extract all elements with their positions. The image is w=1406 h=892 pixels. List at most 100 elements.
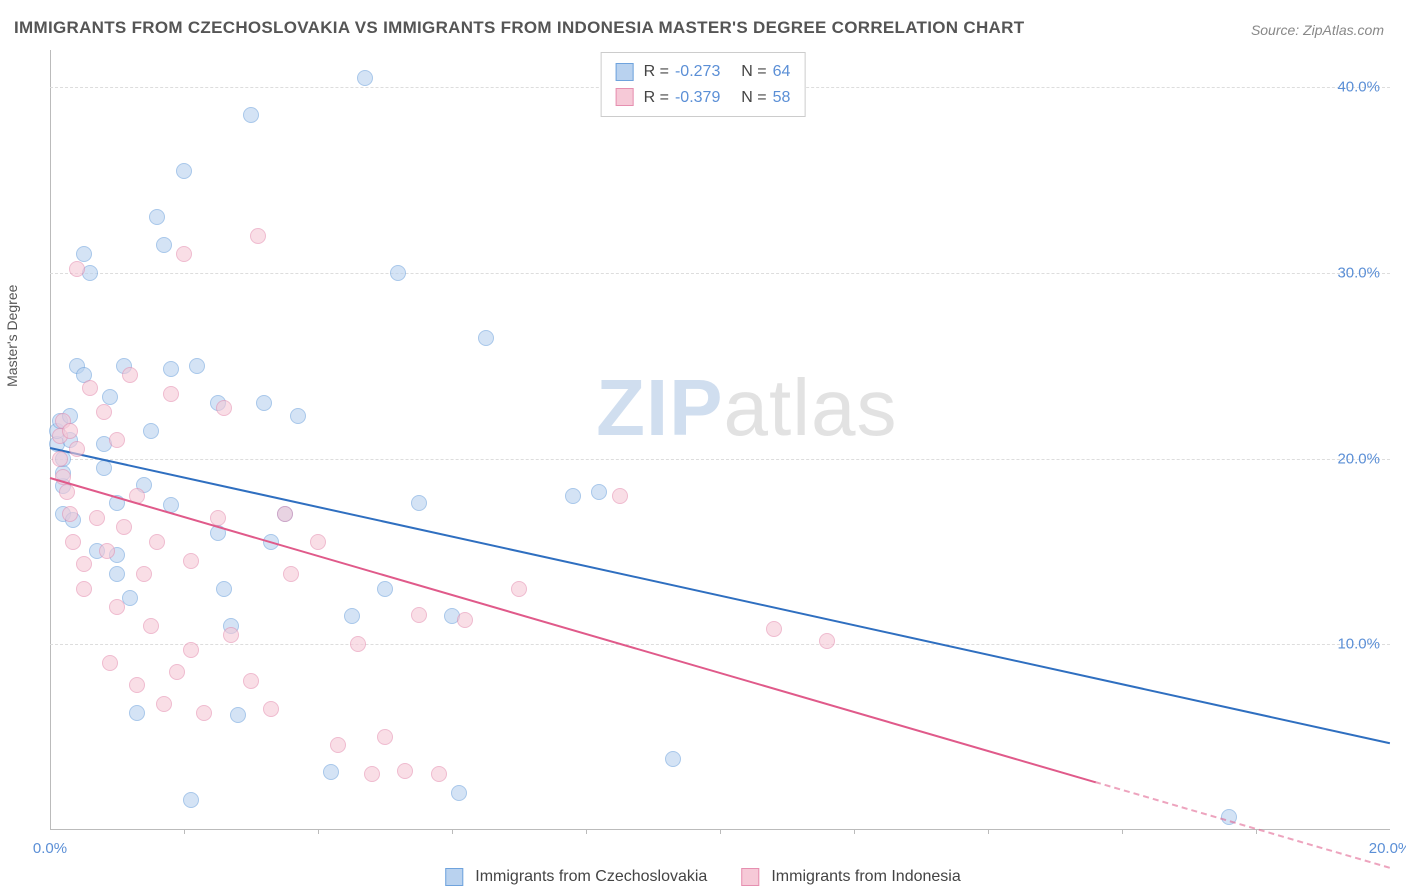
trendline-id (50, 477, 1096, 783)
swatch-cz (445, 868, 463, 886)
scatter-point-id (69, 441, 85, 457)
scatter-point-id (411, 607, 427, 623)
scatter-point-cz (565, 488, 581, 504)
x-tick-label: 0.0% (33, 840, 67, 857)
scatter-point-id (350, 636, 366, 652)
scatter-point-cz (183, 792, 199, 808)
scatter-point-id (62, 423, 78, 439)
x-minor-tick (854, 829, 855, 834)
x-tick-label: 20.0% (1369, 840, 1406, 857)
r-value-id: -0.379 (675, 85, 720, 111)
scatter-point-id (89, 510, 105, 526)
x-minor-tick (586, 829, 587, 834)
scatter-point-cz (411, 495, 427, 511)
scatter-point-id (149, 534, 165, 550)
scatter-point-id (243, 673, 259, 689)
scatter-point-cz (256, 395, 272, 411)
scatter-point-id (277, 506, 293, 522)
y-tick-label: 30.0% (1337, 264, 1380, 281)
y-tick-label: 40.0% (1337, 79, 1380, 96)
scatter-point-cz (290, 408, 306, 424)
scatter-point-cz (102, 389, 118, 405)
scatter-point-cz (665, 751, 681, 767)
scatter-point-id (96, 404, 112, 420)
legend-label-cz: Immigrants from Czechoslovakia (475, 868, 707, 886)
scatter-point-id (431, 766, 447, 782)
scatter-point-cz (189, 358, 205, 374)
scatter-point-id (310, 534, 326, 550)
gridline-h (50, 644, 1390, 645)
scatter-point-id (330, 737, 346, 753)
n-value-id: 58 (773, 85, 791, 111)
scatter-point-id (143, 618, 159, 634)
scatter-point-id (457, 612, 473, 628)
r-value-cz: -0.273 (675, 59, 720, 85)
watermark: ZIPatlas (596, 362, 897, 454)
scatter-point-cz (357, 70, 373, 86)
x-minor-tick (184, 829, 185, 834)
scatter-point-id (52, 451, 68, 467)
scatter-point-id (183, 553, 199, 569)
scatter-point-id (65, 534, 81, 550)
scatter-point-id (223, 627, 239, 643)
scatter-point-cz (216, 581, 232, 597)
scatter-point-id (169, 664, 185, 680)
chart-title: IMMIGRANTS FROM CZECHOSLOVAKIA VS IMMIGR… (14, 18, 1024, 38)
scatter-point-id (183, 642, 199, 658)
legend-item-id: Immigrants from Indonesia (741, 868, 960, 886)
r-label: R = (644, 59, 669, 85)
x-minor-tick (988, 829, 989, 834)
scatter-point-cz (478, 330, 494, 346)
scatter-point-cz (109, 566, 125, 582)
scatter-point-cz (451, 785, 467, 801)
x-minor-tick (720, 829, 721, 834)
scatter-point-id (116, 519, 132, 535)
trendline-dash-id (1095, 781, 1390, 869)
legend-stats-row-cz: R = -0.273 N = 64 (616, 59, 791, 85)
scatter-point-id (397, 763, 413, 779)
scatter-point-id (129, 677, 145, 693)
y-tick-label: 20.0% (1337, 450, 1380, 467)
scatter-point-id (76, 581, 92, 597)
watermark-atlas: atlas (724, 363, 898, 452)
scatter-point-cz (344, 608, 360, 624)
n-value-cz: 64 (773, 59, 791, 85)
scatter-point-id (59, 484, 75, 500)
y-axis-label: Master's Degree (4, 285, 20, 387)
swatch-id (616, 88, 634, 106)
scatter-point-id (62, 506, 78, 522)
scatter-point-id (82, 380, 98, 396)
scatter-point-id (122, 367, 138, 383)
n-label: N = (741, 59, 766, 85)
n-label: N = (741, 85, 766, 111)
r-label: R = (644, 85, 669, 111)
legend-stats-row-id: R = -0.379 N = 58 (616, 85, 791, 111)
scatter-point-cz (156, 237, 172, 253)
scatter-point-id (136, 566, 152, 582)
scatter-point-id (196, 705, 212, 721)
scatter-point-id (163, 386, 179, 402)
scatter-point-id (612, 488, 628, 504)
scatter-point-cz (591, 484, 607, 500)
legend-label-id: Immigrants from Indonesia (771, 868, 960, 886)
swatch-cz (616, 63, 634, 81)
legend-stats: R = -0.273 N = 64 R = -0.379 N = 58 (601, 52, 806, 117)
scatter-point-cz (243, 107, 259, 123)
source-attribution: Source: ZipAtlas.com (1251, 22, 1384, 38)
scatter-point-id (69, 261, 85, 277)
scatter-point-id (250, 228, 266, 244)
scatter-point-id (263, 701, 279, 717)
scatter-point-cz (149, 209, 165, 225)
scatter-point-id (377, 729, 393, 745)
scatter-point-cz (143, 423, 159, 439)
scatter-point-id (102, 655, 118, 671)
watermark-zip: ZIP (596, 363, 723, 452)
scatter-point-cz (377, 581, 393, 597)
scatter-point-id (819, 633, 835, 649)
scatter-point-cz (230, 707, 246, 723)
scatter-point-cz (129, 705, 145, 721)
scatter-point-id (76, 556, 92, 572)
gridline-h (50, 459, 1390, 460)
x-minor-tick (1122, 829, 1123, 834)
trendline-cz (50, 447, 1390, 744)
